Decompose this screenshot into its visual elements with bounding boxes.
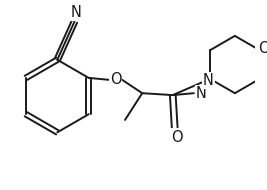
Text: N: N xyxy=(203,73,214,88)
Text: N: N xyxy=(71,5,82,20)
Text: O: O xyxy=(171,130,182,145)
Text: O: O xyxy=(110,72,121,87)
Text: O: O xyxy=(258,41,267,56)
Text: N: N xyxy=(196,86,207,101)
